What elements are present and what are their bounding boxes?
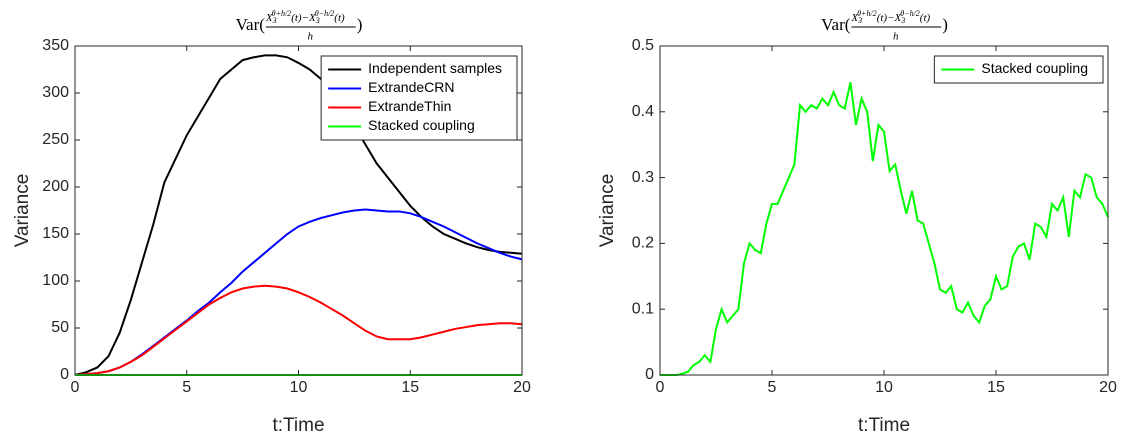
y-tick-label: 0.2 [632,235,654,252]
title-part: X [308,12,317,24]
y-tick-label: 0.3 [632,169,654,186]
title-denominator: h [893,31,899,43]
legend: Independent samples ExtrandeCRN ExtrandeTh… [320,55,518,141]
y-tick-label: 50 [51,319,69,336]
title-close: ) [942,15,948,34]
title-part: X [850,12,859,24]
title-part: 3 [857,16,862,25]
title-numerator: X3θ+h/2(t)−X3θ−h/2(t) [850,9,930,25]
title-text: Var( [236,15,266,34]
y-tick-label: 0 [645,366,654,383]
x-tick-label: 15 [987,379,1005,396]
title-part: θ+h/2 [857,9,877,18]
x-axis-label: t:Time [858,415,910,436]
title-text: Var( [821,15,851,34]
x-tick-label: 5 [182,379,191,396]
title-part: (t) [920,12,931,24]
y-tick-label: 150 [42,225,69,242]
title-part: 3 [900,16,905,25]
title-part: θ−h/2 [900,9,920,18]
y-tick-label: 250 [42,131,69,148]
legend: Stacked coupling [933,55,1104,84]
y-tick-label: 300 [42,84,69,101]
title-part: (t)− [877,12,895,24]
x-tick-label: 5 [768,379,777,396]
x-axis-label: t:Time [272,415,324,436]
y-tick-label: 0 [60,366,69,383]
y-tick-label: 200 [42,178,69,195]
title-part: (t)− [291,12,309,24]
x-tick-label: 10 [290,379,308,396]
legend-label: ExtrandeThin [368,98,451,114]
title-part: X [894,12,903,24]
title-denominator: h [308,31,314,43]
series-line [74,284,523,376]
plot-area [660,46,1108,375]
y-tick-label: 0.1 [632,300,654,317]
title-close: ) [357,15,363,34]
legend-label: Independent samples [368,60,502,76]
x-tick-label: 10 [875,379,893,396]
y-tick-label: 0.5 [632,37,654,54]
title-part: (t) [334,12,345,24]
x-tick-label: 20 [513,379,531,396]
chart-title: Var(X3θ+h/2(t)−X3θ−h/2(t)h) [821,9,948,43]
legend-label: ExtrandeCRN [368,79,454,95]
x-tick-label: 0 [656,379,665,396]
title-part: 3 [272,16,277,25]
title-part: 3 [315,16,320,25]
y-tick-label: 350 [42,37,69,54]
title-part: X [265,12,274,24]
series-line [74,54,523,376]
x-tick-label: 0 [71,379,80,396]
x-tick-label: 15 [401,379,419,396]
legend-label: Stacked coupling [981,60,1088,76]
x-tick-label: 20 [1099,379,1117,396]
y-tick-label: 0.4 [632,103,654,120]
title-numerator: X3θ+h/2(t)−X3θ−h/2(t) [265,9,345,25]
y-axis-label: Variance [597,174,618,248]
y-tick-label: 100 [42,272,69,289]
title-part: θ+h/2 [272,9,292,18]
chart-title: Var(X3θ+h/2(t)−X3θ−h/2(t)h) [236,9,363,43]
y-axis-label: Variance [12,174,33,248]
title-part: θ−h/2 [315,9,335,18]
series-line [660,81,1109,376]
legend-label: Stacked coupling [368,117,475,133]
